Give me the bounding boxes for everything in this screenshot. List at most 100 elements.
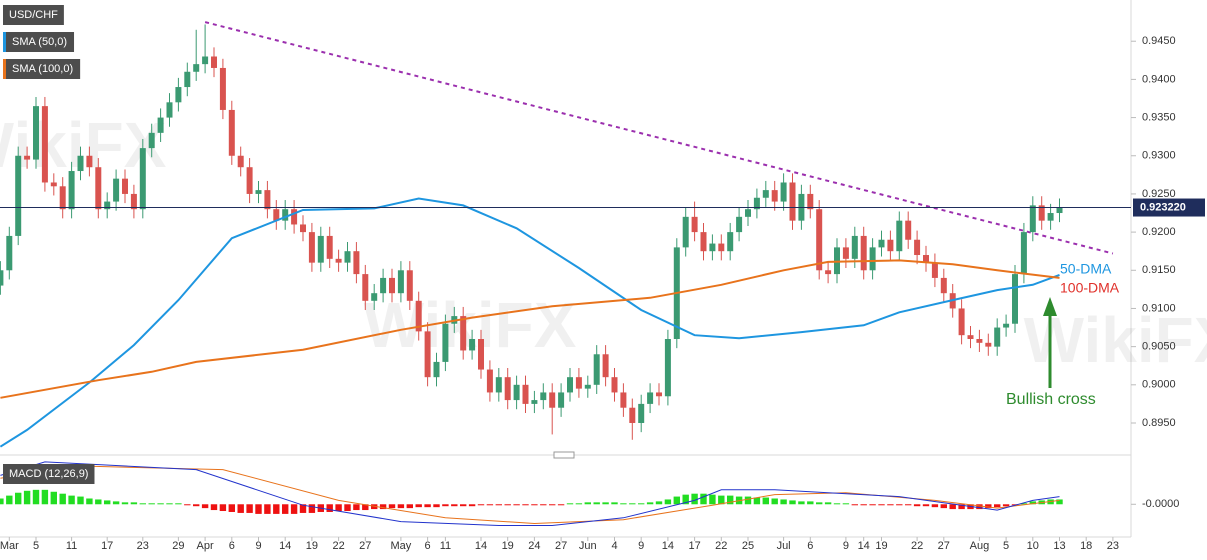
candle-body <box>15 155 22 236</box>
histogram-bar <box>727 495 734 505</box>
histogram-bar <box>878 504 885 506</box>
candle-body <box>68 171 75 210</box>
candle-body <box>745 209 751 217</box>
x-tick-label: Aug <box>970 540 990 552</box>
y-tick-label: 0.9300 <box>1142 150 1176 162</box>
candle-body <box>842 247 849 259</box>
candle-body <box>1003 323 1010 328</box>
candle-body <box>433 361 440 378</box>
candle-body <box>228 109 235 156</box>
y-tick-label: 0.9200 <box>1142 226 1176 238</box>
y-tick-label: 0.9100 <box>1142 302 1176 314</box>
histogram-bar <box>1029 501 1036 505</box>
histogram-bar <box>584 502 591 505</box>
histogram-bar <box>41 489 49 505</box>
legend-swatch <box>3 59 6 79</box>
candle-body <box>50 182 57 187</box>
candle-body <box>59 186 66 210</box>
candle-body <box>33 106 39 160</box>
sma-line <box>0 197 1060 448</box>
candle-body <box>878 239 885 248</box>
signal-line <box>0 465 1060 525</box>
histogram-bar <box>780 499 787 505</box>
histogram-bar <box>308 504 316 513</box>
histogram-bar <box>611 502 618 505</box>
y-tick-label: 0.9400 <box>1142 73 1176 85</box>
candle-body <box>736 216 743 233</box>
histogram-bar <box>682 494 689 505</box>
candle-body <box>273 209 280 221</box>
histogram-bar <box>771 498 778 505</box>
candle-body <box>923 255 929 263</box>
x-tick-label: 13 <box>1053 540 1065 552</box>
histogram-bar <box>468 504 476 507</box>
histogram-bar <box>949 504 956 510</box>
x-tick-label: 18 <box>1080 540 1092 552</box>
candle-body <box>611 377 618 393</box>
candle-body <box>1012 274 1018 324</box>
histogram-bar <box>513 504 520 506</box>
candle-body <box>513 384 520 401</box>
candle-body <box>291 209 298 225</box>
histogram-bar <box>6 495 13 505</box>
histogram-bar <box>397 504 405 509</box>
histogram-bar <box>744 496 752 505</box>
y-tick-label: 0.8950 <box>1142 417 1176 429</box>
x-tick-label: 29 <box>172 540 184 552</box>
histogram-bar <box>15 492 22 505</box>
x-tick-label: 14 <box>858 540 870 552</box>
annotation: 100-DMA <box>1060 280 1120 296</box>
macd-line <box>0 461 1060 526</box>
candle-body <box>406 270 413 301</box>
histogram-bar <box>201 504 209 509</box>
histogram-bar <box>1002 504 1010 507</box>
candle-body <box>193 64 200 72</box>
histogram-bar <box>193 504 200 507</box>
x-tick-label: 19 <box>306 540 318 552</box>
histogram-bar <box>985 504 992 509</box>
candle-body <box>656 392 662 397</box>
candle-body <box>887 239 894 252</box>
histogram-bar <box>958 504 965 510</box>
candle-body <box>531 400 538 404</box>
x-tick-label: 17 <box>688 540 700 552</box>
histogram-bar <box>228 504 235 512</box>
last-price-box <box>1133 198 1205 217</box>
x-tick-label: Apr <box>197 540 214 552</box>
histogram-bar <box>433 504 440 508</box>
candle-body <box>753 197 760 210</box>
histogram-bar <box>255 504 262 514</box>
histogram-bar <box>798 501 805 505</box>
histogram-bar <box>940 504 947 509</box>
histogram-bar <box>700 493 707 505</box>
candle-body <box>246 167 253 194</box>
histogram-bar <box>32 489 40 505</box>
histogram-bar <box>335 504 342 512</box>
x-tick-label: 23 <box>137 540 149 552</box>
histogram-bar <box>824 502 832 505</box>
x-tick-label: 27 <box>555 540 567 552</box>
y-tick-label: 0.9450 <box>1142 35 1176 47</box>
candle-body <box>816 209 823 271</box>
x-tick-label: 19 <box>875 540 887 552</box>
legend-label: SMA (100,0) <box>12 63 73 75</box>
candle-body <box>914 239 921 256</box>
panel-handle[interactable] <box>553 451 575 459</box>
candle-body <box>602 354 609 378</box>
histogram-bar <box>379 504 387 510</box>
histogram-bar <box>290 504 298 514</box>
x-tick-label: 9 <box>843 540 849 552</box>
candle-body <box>1038 205 1045 221</box>
x-tick-label: 6 <box>807 540 813 552</box>
histogram-bar <box>762 497 769 505</box>
candle-body <box>700 232 707 252</box>
candle-body <box>495 377 502 393</box>
histogram-bar <box>415 504 422 508</box>
candle-body <box>95 167 102 210</box>
candle-body <box>664 339 671 397</box>
histogram-bar <box>709 494 716 505</box>
histogram-bar <box>566 503 574 505</box>
histogram-bar <box>184 504 191 506</box>
histogram-bar <box>210 504 218 511</box>
